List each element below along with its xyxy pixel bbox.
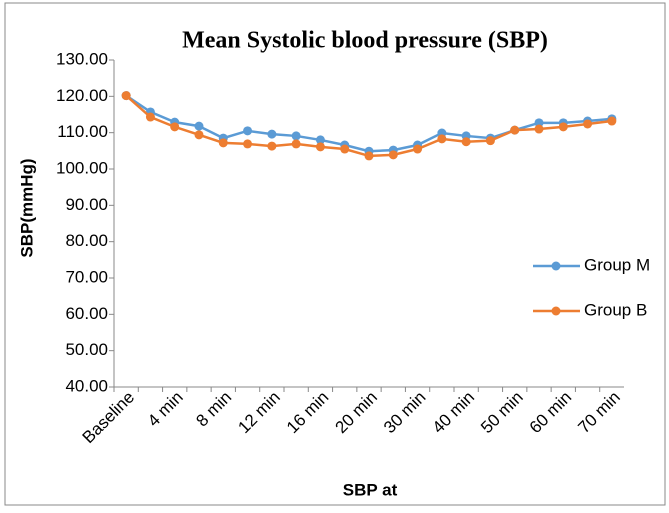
x-tick-label: 70 min [574, 388, 624, 438]
point [194, 130, 204, 140]
point [121, 91, 131, 101]
point [145, 112, 155, 122]
point [315, 142, 325, 152]
x-tick-label: 20 min [331, 388, 381, 438]
y-tick-label: 70.00 [65, 267, 108, 286]
point [243, 126, 253, 136]
point [437, 134, 447, 144]
point [194, 121, 204, 131]
y-tick-label: 50.00 [65, 340, 108, 359]
point [461, 137, 471, 147]
point [534, 124, 544, 134]
x-tick-label: Baseline [79, 388, 139, 448]
point [534, 118, 544, 128]
x-tick-label: 16 min [283, 388, 333, 438]
point [291, 139, 301, 149]
y-tick-label: 120.00 [56, 86, 108, 105]
point [170, 122, 180, 132]
point [413, 144, 423, 154]
point [388, 150, 398, 160]
x-axis-label: SBP at [343, 480, 398, 499]
legend-marker [551, 261, 561, 271]
legend-label: Group B [584, 300, 647, 319]
y-tick-label: 110.00 [57, 122, 108, 141]
chart-title: Mean Systolic blood pressure (SBP) [182, 28, 548, 54]
y-tick-label: 60.00 [65, 304, 108, 323]
x-tick-label: 40 min [429, 388, 479, 438]
point [607, 116, 617, 126]
point [315, 135, 325, 145]
x-tick-label: 30 min [380, 388, 430, 438]
point [364, 151, 374, 161]
legend-label: Group M [584, 255, 650, 274]
point [267, 141, 277, 151]
x-tick-label: 60 min [526, 388, 576, 438]
y-tick-label: 90.00 [65, 195, 108, 214]
chart-border [4, 2, 666, 506]
y-tick-label: 40.00 [65, 376, 108, 395]
point [218, 138, 228, 148]
x-tick-label: 12 min [234, 388, 284, 438]
point [243, 139, 253, 149]
point [291, 131, 301, 141]
y-tick-label: 100.00 [56, 158, 108, 177]
y-tick-label: 80.00 [65, 231, 108, 250]
point [340, 144, 350, 154]
x-tick-label: 4 min [144, 388, 187, 431]
point [267, 129, 277, 139]
point [583, 119, 593, 129]
y-axis-label: SBP(mmHg) [17, 158, 36, 257]
point [485, 136, 495, 146]
legend-marker [551, 306, 561, 316]
point [510, 125, 520, 135]
x-tick-label: 8 min [192, 388, 235, 431]
x-tick-label: 50 min [477, 388, 527, 438]
y-tick-label: 130.00 [56, 49, 108, 68]
point [558, 122, 568, 132]
